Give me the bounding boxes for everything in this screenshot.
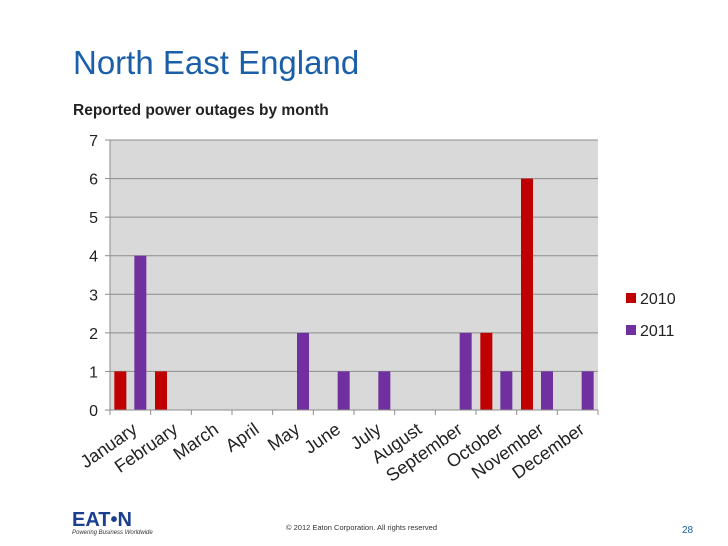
slide-title: North East England xyxy=(73,44,360,81)
bar-2010-october xyxy=(480,332,493,410)
bar-2011-june xyxy=(337,371,350,410)
x-tick-label-may: May xyxy=(264,419,303,455)
plot-area xyxy=(110,140,598,410)
y-tick-label-1: 1 xyxy=(89,364,98,381)
y-tick-label-2: 2 xyxy=(89,326,98,343)
x-tick-label-april: April xyxy=(222,419,263,456)
bar-2011-september xyxy=(459,332,472,410)
y-tick-label-0: 0 xyxy=(89,403,98,420)
copyright-notice: © 2012 Eaton Corporation. All rights res… xyxy=(286,523,438,532)
legend-swatch-2010 xyxy=(626,293,636,303)
bar-2010-january xyxy=(114,371,127,410)
x-tick-label-june: June xyxy=(301,419,344,458)
bar-2011-november xyxy=(541,371,553,410)
slide-subtitle: Reported power outages by month xyxy=(73,102,329,119)
y-tick-label-7: 7 xyxy=(89,133,98,150)
bar-2011-december xyxy=(581,371,594,410)
y-tick-label-5: 5 xyxy=(89,210,98,227)
bar-2010-november xyxy=(521,178,533,410)
bar-2011-may xyxy=(297,332,309,410)
bar-2011-july xyxy=(378,371,391,410)
eaton-logo: EAT•N Powering Business Worldwide xyxy=(72,510,153,537)
bar-2011-january xyxy=(134,255,147,410)
bar-2010-february xyxy=(155,371,167,410)
legend-swatch-2011 xyxy=(626,325,636,335)
legend-label-2011: 2011 xyxy=(640,323,675,340)
bar-2011-october xyxy=(500,371,513,410)
page-number: 28 xyxy=(682,525,694,536)
y-tick-label-6: 6 xyxy=(89,172,98,189)
logo-tagline: Powering Business Worldwide xyxy=(72,530,153,536)
y-tick-label-4: 4 xyxy=(89,249,98,266)
x-tick-label-march: March xyxy=(170,419,222,464)
logo-wordmark: EAT•N xyxy=(72,509,132,531)
legend-label-2010: 2010 xyxy=(640,291,676,308)
y-tick-label-3: 3 xyxy=(89,287,98,304)
